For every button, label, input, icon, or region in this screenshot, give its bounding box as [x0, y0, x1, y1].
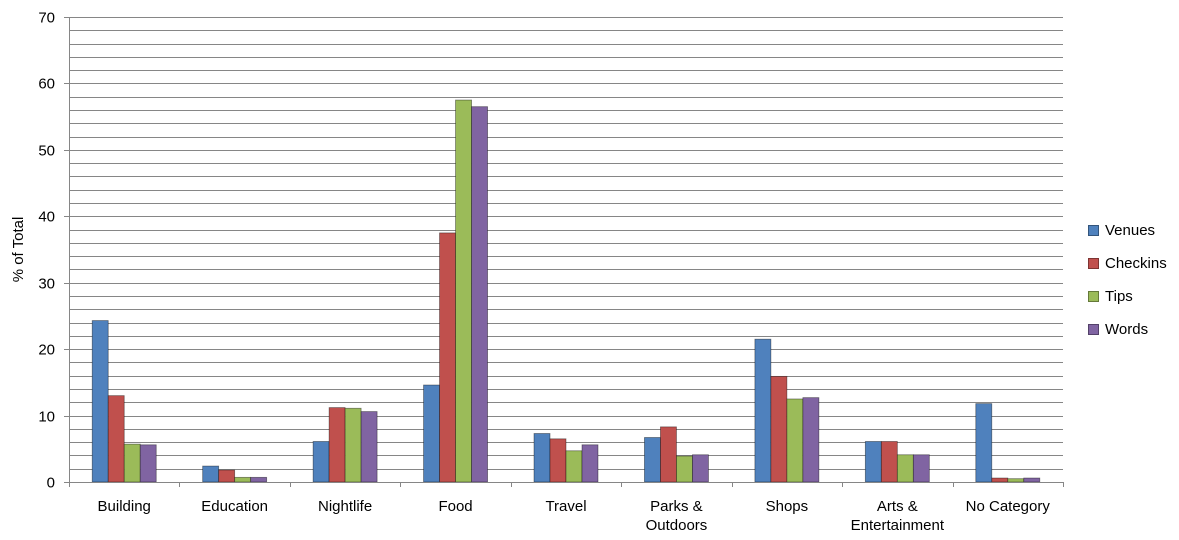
x-category-label-line: Parks & — [650, 498, 703, 515]
x-category-label-line: Nightlife — [318, 498, 372, 515]
x-category-label-line: No Category — [966, 498, 1051, 515]
bar-venues — [312, 441, 330, 483]
bar-venues — [644, 437, 661, 483]
legend-item: Venues — [1088, 214, 1167, 247]
gridlines — [69, 17, 1063, 470]
bar-tips — [344, 407, 362, 483]
bar-words — [692, 454, 709, 483]
y-tick-label: 60 — [38, 76, 55, 93]
bar-words — [1023, 477, 1041, 483]
bar-checkins — [660, 426, 677, 483]
bar-venues — [975, 403, 993, 483]
y-axis-label: % of Total — [10, 217, 27, 283]
y-tick-label: 50 — [38, 143, 55, 160]
x-category-label-line: Building — [98, 498, 151, 515]
legend-label: Words — [1105, 321, 1149, 338]
legend-item: Words — [1088, 313, 1167, 346]
bar-tips — [565, 450, 583, 483]
y-tick-label: 0 — [47, 475, 55, 492]
x-category-label-line: Travel — [545, 498, 586, 515]
bar-tips — [455, 99, 472, 483]
bar-tips — [786, 398, 804, 483]
x-category-label: Nightlife — [318, 498, 372, 515]
bar-checkins — [107, 395, 125, 483]
bar-venues — [91, 320, 109, 483]
bar-words — [139, 444, 157, 483]
x-category-label: Food — [438, 498, 472, 515]
bar-words — [250, 476, 268, 483]
legend-swatch — [1088, 291, 1099, 302]
bar-tips — [123, 443, 141, 483]
bar-checkins — [880, 441, 898, 483]
bar-words — [912, 454, 930, 483]
legend-item: Checkins — [1088, 247, 1167, 280]
y-tick-label: 20 — [38, 342, 55, 359]
legend-item: Tips — [1088, 280, 1167, 313]
y-tick-label: 40 — [38, 209, 55, 226]
x-category-label: No Category — [966, 498, 1051, 515]
legend-label: Checkins — [1105, 255, 1167, 272]
bar-checkins — [770, 375, 788, 483]
bar-words — [802, 397, 820, 483]
bar-checkins — [549, 438, 567, 483]
bar-tips — [676, 455, 693, 483]
bar-venues — [202, 465, 220, 483]
bar-checkins — [218, 469, 236, 483]
x-category-label-line: Outdoors — [646, 517, 708, 534]
x-axis-categories: Building Education Nightlife Food Travel Park… — [98, 482, 1064, 534]
bar-words — [471, 106, 488, 483]
x-category-label: Travel — [545, 498, 586, 515]
x-category-label-line: Shops — [766, 498, 809, 515]
legend-label: Tips — [1105, 288, 1133, 305]
bar-venues — [864, 441, 882, 483]
x-category-label: Parks & Outdoors — [646, 498, 708, 534]
x-category-label: Building — [98, 498, 151, 515]
bar-tips — [234, 476, 252, 483]
bar-venues — [754, 338, 772, 483]
legend-swatch — [1088, 324, 1099, 335]
bar-venues — [533, 433, 551, 483]
y-tick-label: 10 — [38, 409, 55, 426]
bar-checkins — [328, 407, 346, 483]
y-tick-label: 30 — [38, 276, 55, 293]
bars — [91, 99, 1041, 483]
x-category-label-line: Arts & — [877, 498, 918, 515]
x-category-label-line: Food — [438, 498, 472, 515]
y-axis-ticks: 0 10 20 30 40 50 60 70 — [38, 10, 69, 492]
legend: Venues Checkins Tips Words — [1088, 214, 1167, 346]
x-category-label-line: Education — [201, 498, 268, 515]
bar-tips — [896, 454, 914, 483]
bar-words — [360, 411, 378, 483]
bar-words — [581, 444, 599, 483]
legend-label: Venues — [1105, 222, 1156, 239]
legend-swatch — [1088, 225, 1099, 236]
bar-checkins — [991, 477, 1009, 483]
legend-swatch — [1088, 258, 1099, 269]
x-category-label: Education — [201, 498, 268, 515]
bar-venues — [423, 384, 440, 483]
bar-checkins — [439, 232, 456, 483]
x-category-label-line: Entertainment — [851, 517, 945, 534]
bar-tips — [1007, 478, 1025, 483]
x-category-label: Arts & Entertainment — [851, 498, 945, 534]
x-category-label: Shops — [766, 498, 809, 515]
y-tick-label: 70 — [38, 10, 55, 27]
